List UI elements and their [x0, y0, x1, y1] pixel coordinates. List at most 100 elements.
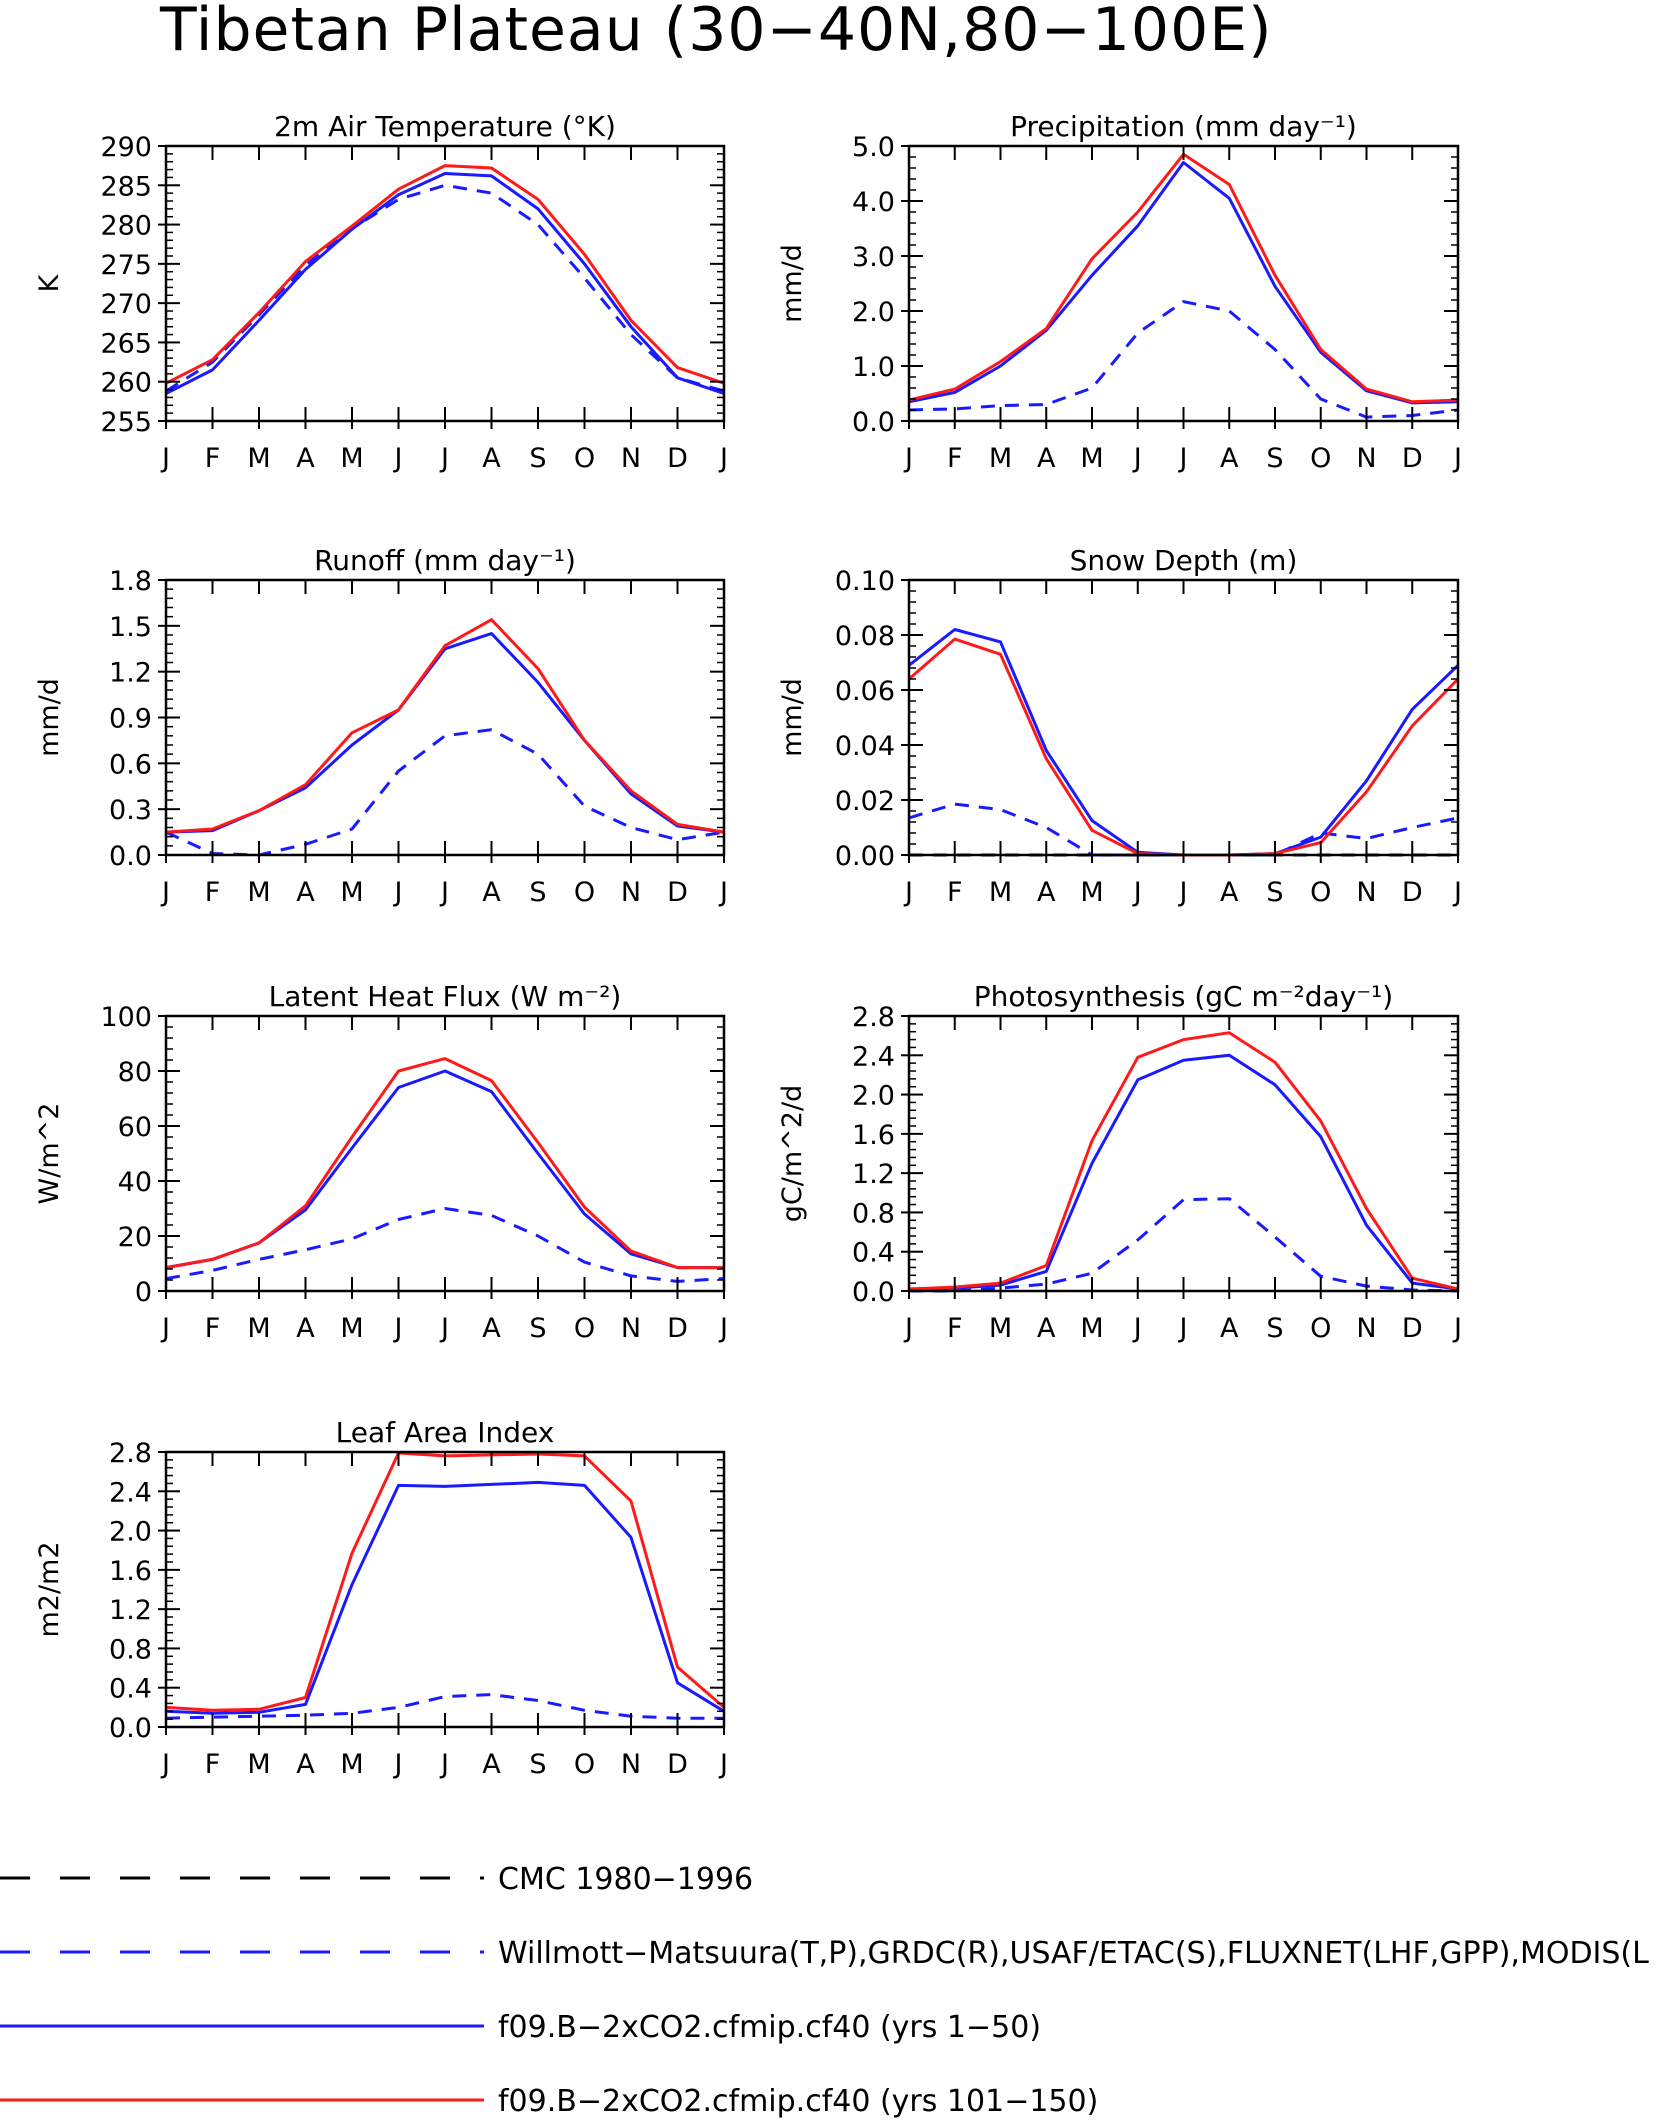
x-tick-label: O: [1310, 443, 1331, 474]
x-tick-label: M: [247, 1749, 270, 1780]
x-tick-label: M: [247, 877, 270, 908]
series-line-obs: [165, 1207, 725, 1283]
x-tick-label: J: [393, 1749, 403, 1780]
y-axis-label: mm/d: [777, 678, 808, 757]
x-tick-label: O: [1310, 877, 1331, 908]
panel-4: Snow Depth (m) mm/d 0.00 0.02 0.04 0.06 0.08 0.…: [777, 544, 1462, 908]
series-line-obs: [165, 183, 725, 393]
y-tick-label: 2.8: [852, 1002, 895, 1033]
x-tick-label: D: [667, 1313, 688, 1344]
x-tick-label: O: [574, 1313, 595, 1344]
x-tick-label: J: [718, 877, 728, 908]
panel-7: Leaf Area Index m2/m2 0.0 0.4 0.8 1.2 1.6 2.0 2.…: [34, 1416, 728, 1780]
y-tick-label: 0.8: [852, 1198, 895, 1229]
x-tick-label: J: [1132, 877, 1142, 908]
x-tick-label: M: [989, 1313, 1012, 1344]
x-tick-label: J: [160, 1313, 170, 1344]
y-tick-label: 0.9: [109, 704, 152, 735]
y-axis-label: W/m^2: [34, 1103, 65, 1205]
x-tick-label: A: [1037, 1313, 1056, 1344]
y-tick-label: 265: [100, 328, 152, 359]
y-tick-label: 1.2: [852, 1159, 895, 1190]
x-tick-label: M: [1080, 1313, 1103, 1344]
x-tick-label: A: [482, 1749, 501, 1780]
legend: CMC 1980−1996 Willmott−Matsuura(T,P),GRDC…: [0, 1862, 1649, 2119]
x-tick-label: F: [947, 877, 963, 908]
x-tick-label: A: [1037, 443, 1056, 474]
x-tick-label: D: [1402, 443, 1423, 474]
x-tick-label: A: [482, 443, 501, 474]
x-tick-label: J: [160, 877, 170, 908]
y-tick-label: 0.10: [835, 566, 895, 597]
x-tick-label: J: [1452, 1313, 1462, 1344]
y-tick-label: 2.8: [109, 1438, 152, 1469]
y-tick-label: 1.2: [109, 658, 152, 689]
x-tick-label: A: [1037, 877, 1056, 908]
y-tick-label: 290: [100, 132, 152, 163]
x-tick-label: F: [205, 443, 221, 474]
y-axis-label: K: [34, 273, 65, 292]
legend-label-2: Willmott−Matsuura(T,P),GRDC(R),USAF/ETAC…: [498, 1936, 1649, 1971]
y-tick-label: 2.0: [852, 297, 895, 328]
panel-title: Snow Depth (m): [1070, 544, 1298, 577]
y-tick-label: 0.0: [852, 1277, 895, 1308]
x-tick-label: M: [340, 443, 363, 474]
series-line-model_early: [165, 1069, 724, 1270]
x-tick-label: A: [1220, 1313, 1239, 1344]
x-tick-label: M: [247, 1313, 270, 1344]
plot-frame: [164, 1450, 726, 1729]
series-line-model_late: [908, 637, 1460, 857]
y-tick-label: 100: [100, 1002, 152, 1033]
legend-label-3: f09.B−2xCO2.cfmip.cf40 (yrs 1−50): [498, 2010, 1041, 2045]
x-tick-label: S: [529, 443, 546, 474]
x-tick-label: J: [903, 443, 913, 474]
y-axis-label: m2/m2: [34, 1541, 65, 1637]
y-tick-label: 280: [100, 211, 152, 242]
figure-title: Tibetan Plateau (30−40N,80−100E): [159, 0, 1273, 65]
panel-title: Photosynthesis (gC m⁻²day⁻¹): [974, 980, 1393, 1013]
x-tick-label: N: [621, 1749, 641, 1780]
plot-frame: [907, 578, 1460, 857]
series-line-model_late: [165, 1451, 725, 1712]
series-line-model_late: [908, 1031, 1459, 1291]
y-tick-label: 285: [100, 171, 152, 202]
y-tick-label: 1.8: [109, 566, 152, 597]
x-tick-label: O: [1310, 1313, 1331, 1344]
y-tick-label: 1.2: [109, 1595, 152, 1626]
x-tick-label: M: [1080, 443, 1103, 474]
x-tick-label: A: [1220, 877, 1239, 908]
x-tick-label: A: [1220, 443, 1239, 474]
x-tick-label: D: [667, 877, 688, 908]
x-tick-label: J: [439, 1749, 449, 1780]
x-tick-label: D: [667, 443, 688, 474]
panel-6: Photosynthesis (gC m⁻²day⁻¹) gC/m^2/d 0.0 0…: [777, 980, 1462, 1344]
y-tick-label: 1.5: [109, 612, 152, 643]
x-tick-label: J: [1132, 1313, 1142, 1344]
y-tick-label: 0: [135, 1277, 152, 1308]
series-line-obs: [908, 300, 1459, 419]
panel-1: 2m Air Temperature (°K) K 255 260 265 270 275 2…: [34, 110, 728, 474]
x-tick-label: N: [621, 877, 641, 908]
x-tick-label: M: [340, 1749, 363, 1780]
panel-title: Leaf Area Index: [336, 1416, 555, 1449]
series-line-model_early: [165, 632, 725, 834]
x-tick-label: J: [439, 877, 449, 908]
plot-frame: [907, 1014, 1460, 1293]
legend-label-4: f09.B−2xCO2.cfmip.cf40 (yrs 101−150): [498, 2084, 1098, 2119]
x-tick-label: M: [1080, 877, 1103, 908]
x-tick-label: J: [1452, 877, 1462, 908]
y-tick-label: 2.4: [109, 1477, 152, 1508]
panel-title: Runoff (mm day⁻¹): [314, 544, 576, 577]
x-tick-label: S: [529, 1749, 546, 1780]
x-tick-label: O: [574, 1749, 595, 1780]
series-line-model_late: [165, 618, 725, 834]
y-tick-label: 0.02: [835, 786, 895, 817]
y-tick-label: 0.0: [109, 841, 152, 872]
y-tick-label: 275: [100, 250, 152, 281]
x-tick-label: N: [621, 443, 641, 474]
series-line-model_early: [908, 1053, 1459, 1291]
x-tick-label: D: [1402, 1313, 1423, 1344]
x-tick-label: F: [205, 877, 221, 908]
y-tick-label: 20: [118, 1222, 152, 1253]
x-tick-label: J: [439, 1313, 449, 1344]
